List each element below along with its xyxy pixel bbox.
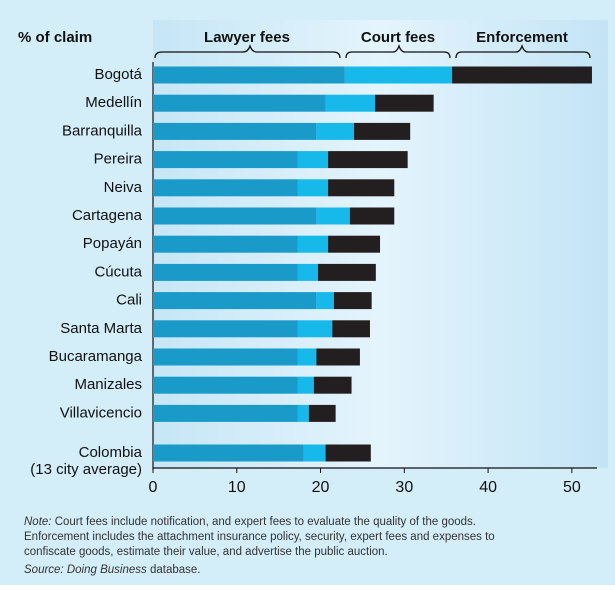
y-tick-label: Manizales <box>74 376 142 393</box>
bar-segment <box>153 94 326 112</box>
y-tick-label: Colombia <box>79 444 143 461</box>
bar-segment <box>153 122 317 140</box>
bar-segment <box>153 320 298 338</box>
x-tick-label: 30 <box>395 479 413 496</box>
y-tick-label: Bucaramanga <box>49 348 143 365</box>
source-title: Doing Business <box>67 564 147 576</box>
bar-segment <box>153 444 304 462</box>
bar-segment <box>316 348 360 366</box>
note-label: Note: <box>24 516 52 528</box>
legend-label: Lawyer fees <box>204 29 290 46</box>
bar-segment <box>328 151 408 169</box>
bar-segment <box>375 94 434 112</box>
source-label: Source: <box>24 564 64 576</box>
bar-segment <box>344 66 453 84</box>
bar-segment <box>153 376 298 394</box>
bar-segment <box>297 376 314 394</box>
x-tick-label: 10 <box>228 479 246 496</box>
bar-segment <box>153 292 317 310</box>
y-tick-label: Bogotá <box>94 66 142 83</box>
bar-segment <box>328 179 395 197</box>
bar-segment <box>452 66 592 84</box>
bar-segment <box>303 444 326 462</box>
note: Note: Court fees include notification, a… <box>24 516 476 528</box>
bar-segment <box>297 348 317 366</box>
axis-title: % of claim <box>18 29 92 46</box>
bar-segment <box>297 404 309 422</box>
y-tick-label: Popayán <box>83 235 142 252</box>
legend-label: Enforcement <box>476 29 568 46</box>
note-line: Enforcement includes the attachment insu… <box>24 531 495 543</box>
y-tick-label: Cúcuta <box>94 263 142 280</box>
brace <box>455 43 591 59</box>
bar-segment <box>349 207 395 225</box>
x-tick-label: 20 <box>312 479 330 496</box>
bar-segment <box>153 151 298 169</box>
y-tick-label: Pereira <box>94 151 143 168</box>
x-tick-label: 40 <box>479 479 497 496</box>
bar-segment <box>308 404 336 422</box>
bar-segment <box>325 444 371 462</box>
bar-segment <box>316 207 350 225</box>
note-line: confiscate goods, estimate their value, … <box>24 546 388 558</box>
bar-segment <box>313 376 352 394</box>
bar-segment <box>325 94 375 112</box>
bar-segment <box>328 235 381 253</box>
bar-segment <box>297 263 319 281</box>
bar-segment <box>297 320 333 338</box>
bar-segment <box>153 179 298 197</box>
bar-segment <box>153 263 298 281</box>
bar-segment <box>354 122 411 140</box>
category-sub-label: (13 city average) <box>30 461 142 478</box>
brace <box>345 43 451 59</box>
source: Source: Doing Business database. <box>24 564 200 576</box>
x-tick-label: 0 <box>149 479 158 496</box>
bar-segment <box>318 263 376 281</box>
note-line: Court fees include notification, and exp… <box>55 516 476 528</box>
bar-segment <box>332 320 370 338</box>
bar-segment <box>333 292 372 310</box>
y-tick-label: Santa Marta <box>60 320 142 337</box>
bar-segment <box>153 348 298 366</box>
bar-segment <box>316 292 334 310</box>
bar-segment <box>297 179 329 197</box>
y-tick-label: Neiva <box>104 179 143 196</box>
bar-segment <box>153 404 298 422</box>
bar-segment <box>297 151 329 169</box>
y-tick-label: Medellín <box>85 94 142 111</box>
y-tick-label: Cali <box>116 292 142 309</box>
legend-label: Court fees <box>361 29 435 46</box>
x-tick-label: 50 <box>563 479 581 496</box>
source-text: database. <box>150 564 201 576</box>
brace <box>154 43 341 59</box>
y-tick-label: Villavicencio <box>60 404 142 421</box>
bar-segment <box>153 66 345 84</box>
bar-segment <box>153 207 317 225</box>
y-tick-label: Cartagena <box>72 207 143 224</box>
bar-segment <box>153 235 298 253</box>
bar-segment <box>297 235 329 253</box>
bar-segment <box>316 122 355 140</box>
y-tick-label: Barranquilla <box>62 122 143 139</box>
